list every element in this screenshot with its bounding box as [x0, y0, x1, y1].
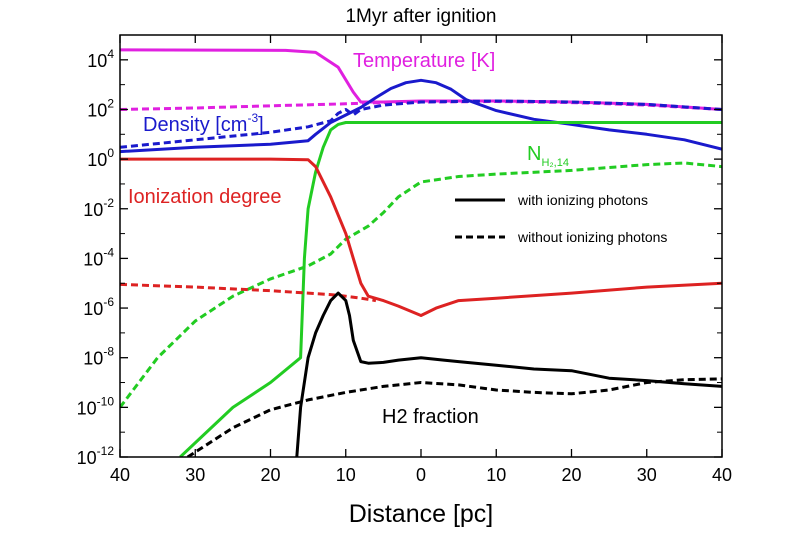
annotation-temperature: Temperature [K]: [353, 50, 495, 72]
annotation-column-text: N: [527, 143, 541, 165]
x-tick-label: 40: [712, 465, 732, 485]
y-tick-label: 10-6: [83, 295, 114, 319]
x-tick-label: 40: [110, 465, 130, 485]
annotation-density-text: Density [cm: [143, 114, 247, 136]
plot-frame: [119, 34, 723, 458]
series-ndens_ion: [179, 121, 722, 457]
y-tick-label: 10-12: [77, 444, 115, 468]
legend: with ionizing photons without ionizing p…: [455, 192, 667, 245]
annotation-h2: H2 fraction: [382, 406, 479, 428]
ticks-layer: 40 30 20 10 0 10 20 30 4010-1210-1010-810-610-41…: [77, 34, 732, 485]
series-ion_ion: [120, 157, 722, 317]
annotation-column: NH₂,14: [527, 143, 569, 169]
series-ndens_noion: [120, 161, 722, 409]
x-tick-label: 10: [486, 465, 506, 485]
series-h2_ion: [295, 291, 722, 457]
x-tick-label: 20: [561, 465, 581, 485]
series-ion_noion: [120, 282, 377, 303]
y-tick-label: 100: [87, 146, 114, 170]
annotation-column-sub: H₂,14: [541, 157, 569, 169]
annotation-density: Density [cm-3]: [143, 111, 264, 136]
legend-dashed-label: without ionizing photons: [517, 229, 667, 245]
x-tick-label: 20: [260, 465, 280, 485]
series-h2_noion: [186, 377, 722, 457]
x-tick-label: 30: [637, 465, 657, 485]
y-tick-label: 10-10: [77, 394, 115, 418]
annotation-ionization: Ionization degree: [128, 186, 281, 208]
x-tick-label: 30: [185, 465, 205, 485]
y-tick-label: 10-4: [83, 245, 114, 269]
y-tick-label: 104: [87, 47, 114, 71]
y-tick-label: 102: [87, 96, 114, 120]
series-layer: [120, 48, 722, 457]
x-axis-label: Distance [pc]: [349, 500, 494, 528]
legend-solid-label: with ionizing photons: [517, 192, 648, 208]
y-tick-label: 10-8: [83, 345, 114, 369]
annotation-density-sup: -3: [247, 111, 258, 125]
series-dens_ion: [120, 78, 722, 154]
x-tick-label: 0: [416, 465, 426, 485]
x-tick-label: 10: [336, 465, 356, 485]
annotation-density-tail: ]: [258, 114, 264, 136]
y-tick-label: 10-2: [83, 196, 114, 220]
chart-title: 1Myr after ignition: [345, 6, 496, 27]
